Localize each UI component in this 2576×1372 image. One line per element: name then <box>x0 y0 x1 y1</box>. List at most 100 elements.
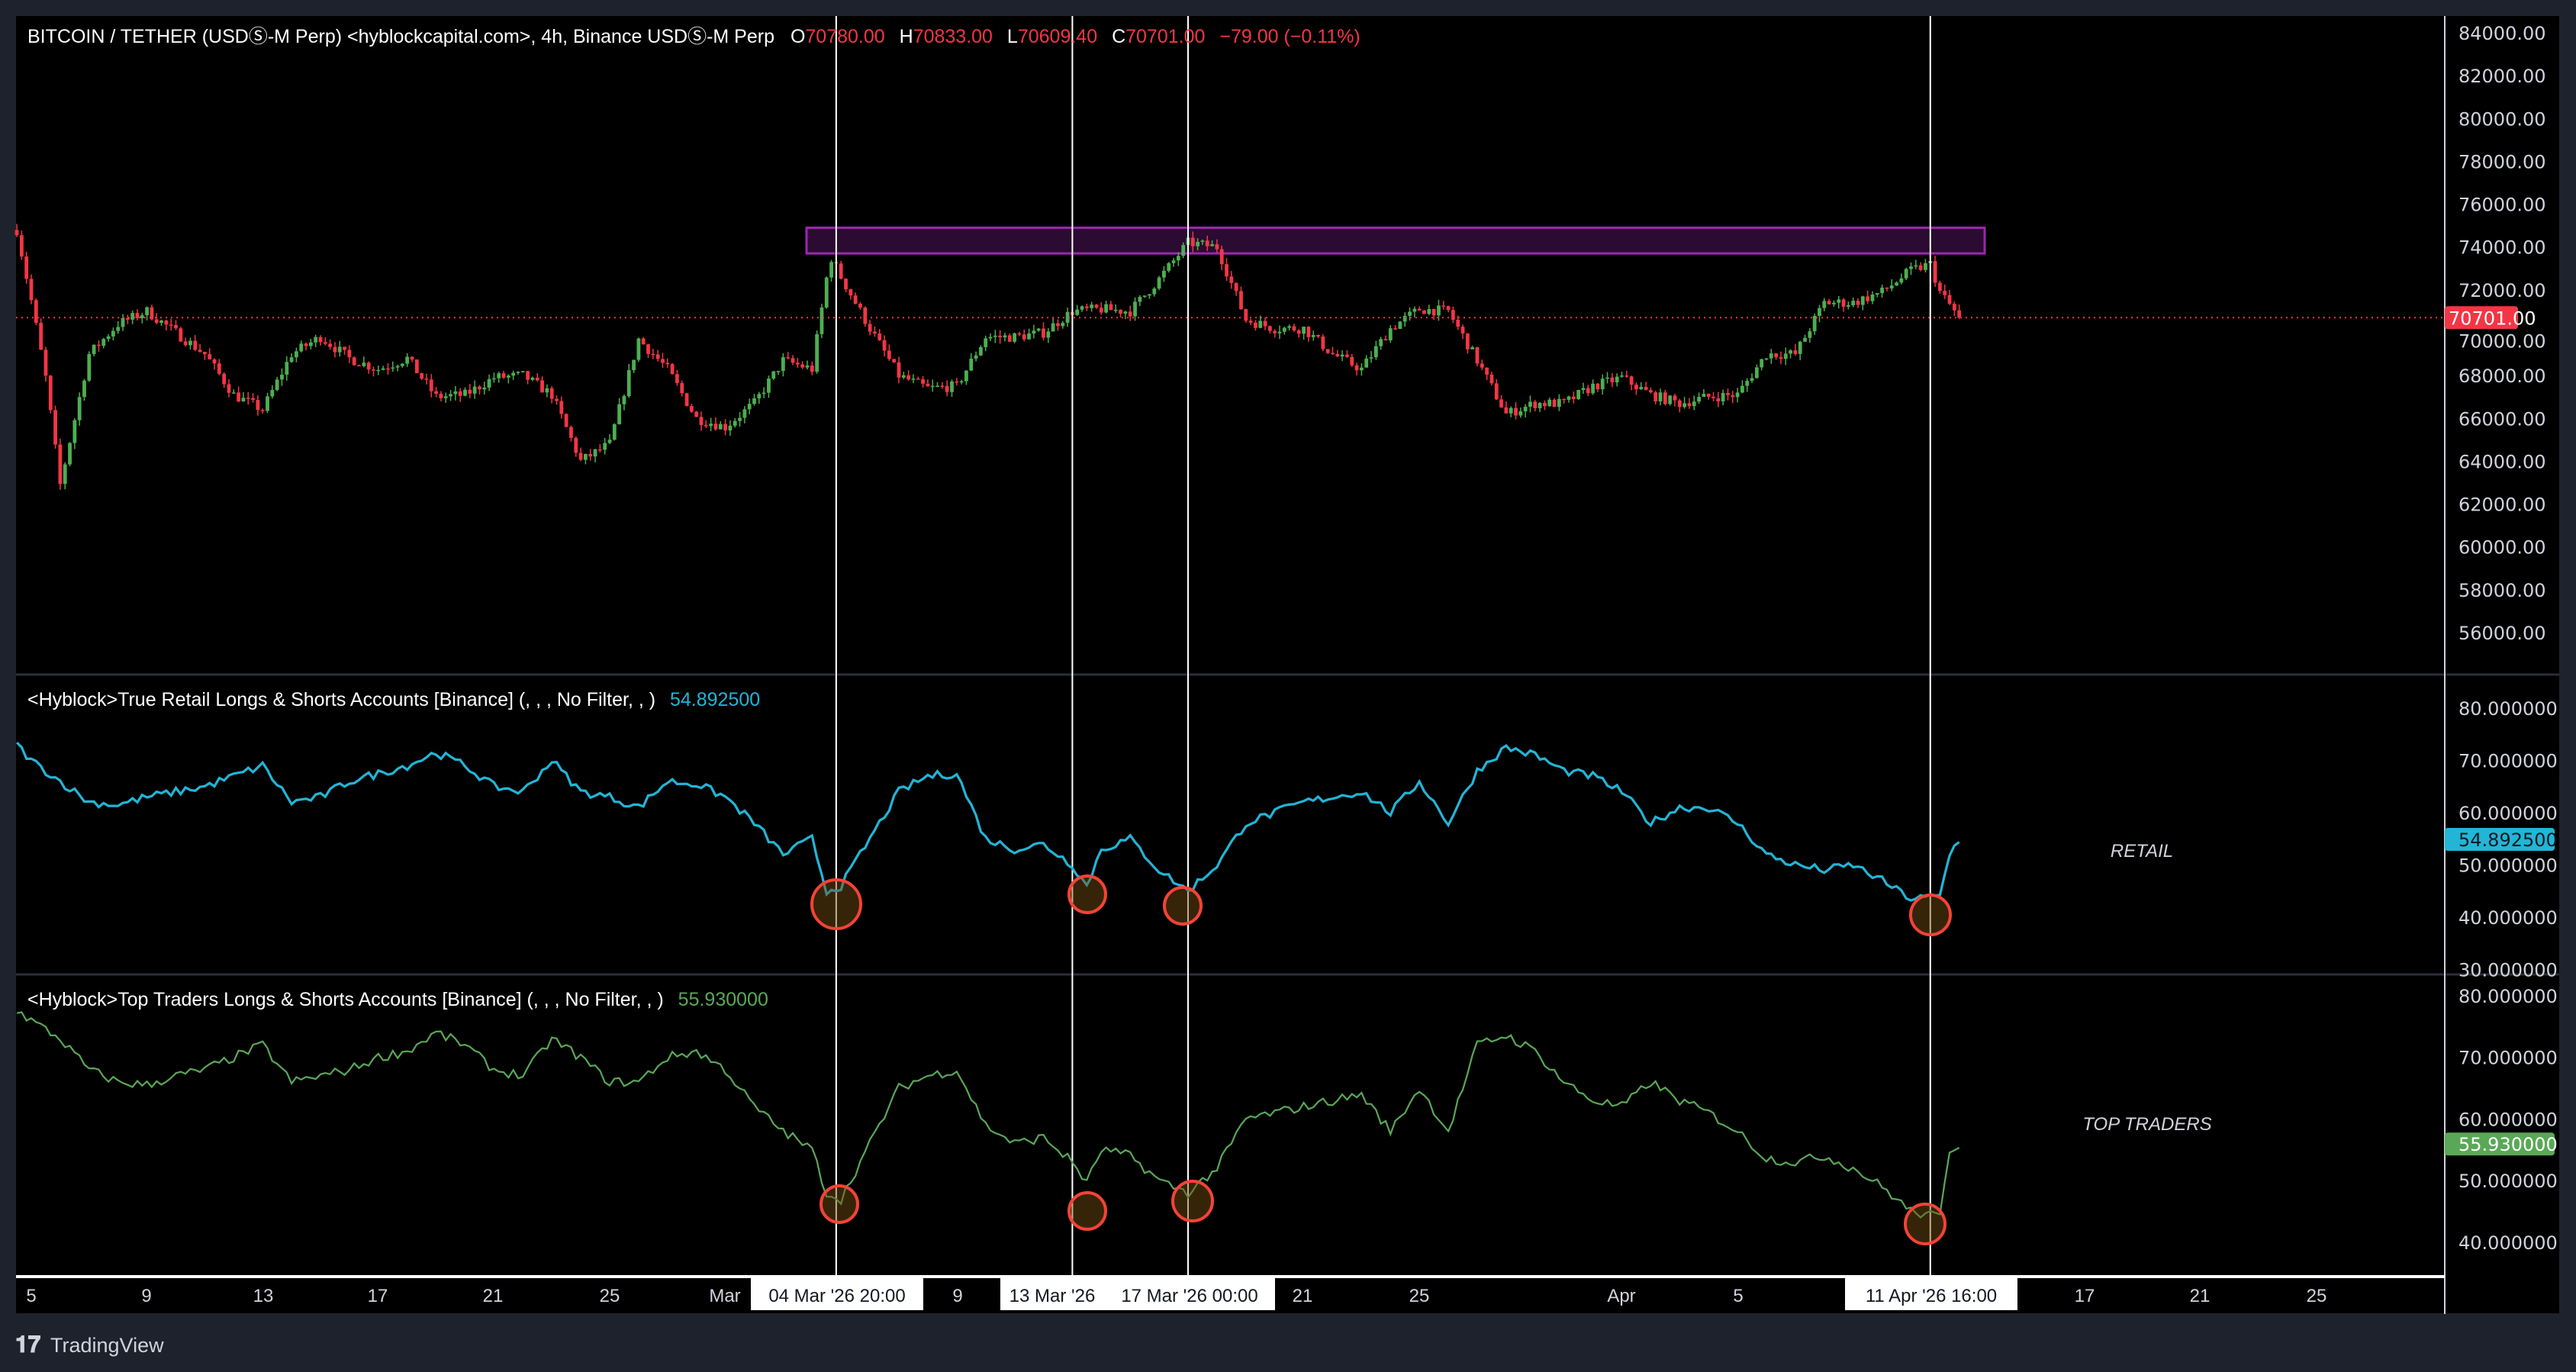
candle-body <box>593 449 597 457</box>
low-highlight-circle[interactable] <box>1904 1203 1946 1245</box>
candle-body <box>1065 311 1070 324</box>
candle-body <box>1369 357 1373 359</box>
candle-body <box>463 389 467 396</box>
candle-body <box>564 414 568 427</box>
candle-body <box>675 374 679 384</box>
retail-scale[interactable]: 80.000000 70.000000 60.000000 50.000000 40.0… <box>2445 698 2558 981</box>
crosshair-time-label-box <box>751 1278 923 1310</box>
candle-body <box>1581 388 1586 391</box>
candle-body <box>63 464 67 485</box>
candle-body <box>1899 278 1904 283</box>
candle-body <box>1673 395 1677 401</box>
price-scale[interactable]: 84000.00 82000.00 80000.00 78000.00 76000.00… <box>2445 23 2546 644</box>
candle-body <box>1832 302 1836 304</box>
candle-body <box>1596 383 1600 390</box>
candle-body <box>1113 309 1118 311</box>
low-value: 70609.40 <box>1018 26 1097 47</box>
low-highlight-circle[interactable] <box>1163 886 1203 926</box>
candle-body <box>405 356 410 364</box>
candle-body <box>578 453 583 460</box>
candle-body <box>738 417 742 421</box>
close-value: 70701.00 <box>1125 26 1205 47</box>
candle-body <box>111 330 115 337</box>
candle-body <box>208 354 212 360</box>
candle-body <box>198 349 202 353</box>
candle-body <box>1364 358 1369 368</box>
price-tick-label: 82000.00 <box>2458 66 2546 87</box>
candle-body <box>58 444 63 485</box>
candle-body <box>1793 350 1798 354</box>
candle-body <box>713 424 718 430</box>
candle-body <box>1760 359 1764 368</box>
candle-body <box>1518 411 1523 416</box>
retail-tick-label: 70.000000 <box>2458 751 2558 772</box>
candle-body <box>472 386 477 394</box>
top-traders-scale[interactable]: 80.000000 70.000000 60.000000 50.000000 40.0… <box>2445 986 2558 1254</box>
time-tick-label: 5 <box>26 1286 36 1306</box>
candle-body <box>1190 237 1195 246</box>
candle-body <box>1706 394 1711 397</box>
candle-body <box>1952 304 1956 311</box>
time-tick-label: 25 <box>2307 1286 2327 1306</box>
low-highlight-circle[interactable] <box>819 1184 859 1224</box>
candle-body <box>612 424 617 440</box>
candle-body <box>1456 320 1460 327</box>
candle-body <box>1013 333 1016 342</box>
candle-body <box>1219 249 1224 265</box>
time-scale[interactable]: 5 9 13 17 21 25 Mar 9 21 25 Apr 5 17 21 25 04 Mar '26 2… <box>26 1278 2326 1310</box>
candle-body <box>641 338 646 345</box>
candle-body <box>1576 390 1581 400</box>
candle-body <box>776 371 781 372</box>
candle-body <box>718 424 723 430</box>
candle-body <box>1818 308 1821 317</box>
candle-body <box>626 370 631 397</box>
time-tick-label: 17 <box>368 1286 388 1306</box>
candle-body <box>1803 337 1807 342</box>
last-price-tag <box>2445 306 2518 330</box>
retail-legend[interactable]: <Hyblock>True Retail Longs & Shorts Acco… <box>27 689 760 710</box>
candle-body <box>1769 353 1773 359</box>
last-price-value: 70701.00 <box>2449 308 2536 329</box>
top-traders-legend-title: <Hyblock>Top Traders Longs & Shorts Acco… <box>27 989 664 1010</box>
candle-body <box>1740 385 1744 393</box>
candle-body <box>82 380 86 398</box>
candle-body <box>1774 353 1779 358</box>
top-traders-value-tag <box>2445 1132 2555 1156</box>
candle-body <box>391 367 395 369</box>
low-highlight-circle[interactable] <box>1067 874 1107 914</box>
candle-body <box>1938 282 1942 291</box>
candle-body <box>569 427 573 438</box>
candle-body <box>43 349 48 376</box>
time-tick-label: 9 <box>141 1286 151 1306</box>
candle-body <box>530 377 535 380</box>
candle-body <box>39 323 43 350</box>
chart-canvas[interactable] <box>16 16 2559 1313</box>
low-highlight-circle[interactable] <box>1171 1180 1214 1222</box>
candle-body <box>646 344 650 354</box>
candle-body <box>1562 398 1567 401</box>
candle-body <box>1692 401 1696 407</box>
top-traders-legend[interactable]: <Hyblock>Top Traders Longs & Shorts Acco… <box>27 989 768 1010</box>
candle-body <box>1350 356 1354 366</box>
candle-body <box>231 392 236 394</box>
candle-body <box>1036 328 1041 331</box>
low-highlight-circle[interactable] <box>1067 1191 1107 1231</box>
symbol-legend[interactable]: BITCOIN / TETHER (USDⓈ-M Perp) <hyblockc… <box>27 26 1360 47</box>
candle-body <box>1032 330 1036 334</box>
candle-body <box>1017 333 1022 335</box>
low-highlight-circle[interactable] <box>1909 894 1952 936</box>
candle-body <box>443 396 448 398</box>
candle-body <box>1263 320 1267 327</box>
candle-body <box>482 387 487 390</box>
tradingview-logo[interactable]: 𝟏𝟕 TradingView <box>15 1332 164 1358</box>
resistance-zone[interactable] <box>805 226 1986 255</box>
candle-body <box>357 365 361 367</box>
candle-body <box>1586 388 1590 394</box>
candle-body <box>1335 353 1340 357</box>
candle-body <box>217 363 221 374</box>
candle-body <box>882 340 887 351</box>
low-highlight-circle[interactable] <box>810 878 862 930</box>
candle-body <box>1909 266 1913 269</box>
candle-body <box>1779 357 1783 359</box>
candle-body <box>655 354 660 359</box>
